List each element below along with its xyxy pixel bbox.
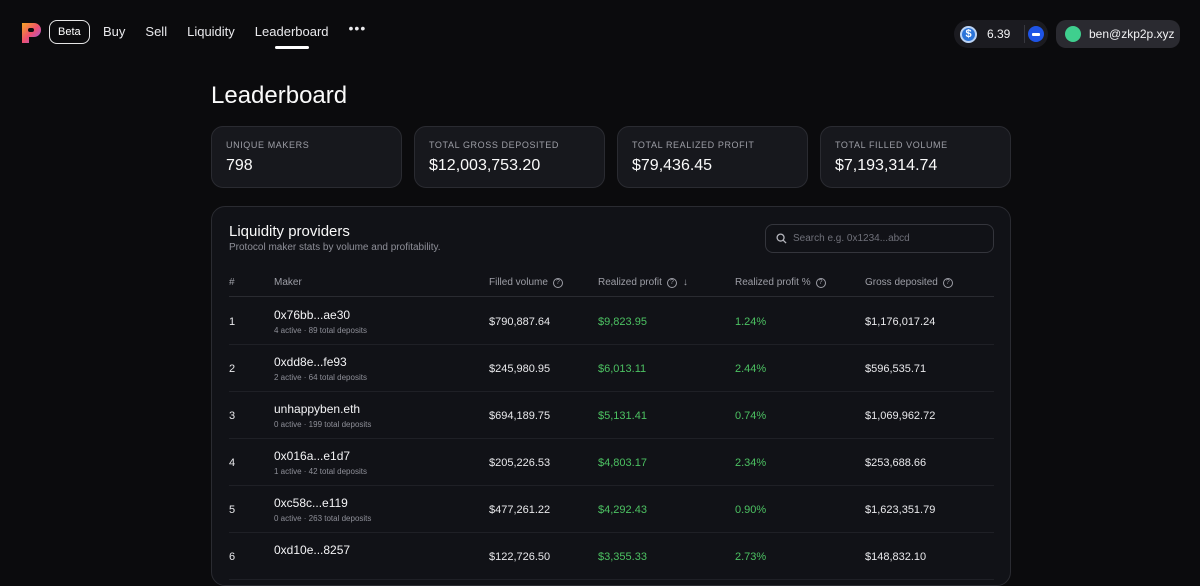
maker-name[interactable]: unhappyben.eth [274, 402, 361, 416]
col-label: Gross deposited [865, 277, 938, 288]
maker-meta: 1 active · 42 total deposits [274, 467, 367, 476]
gross-deposited: $1,069,962.72 [865, 410, 936, 422]
liquidity-providers-panel: Liquidity providers Protocol maker stats… [211, 206, 1011, 586]
col-rank: # [229, 277, 235, 288]
maker-name[interactable]: 0x016a...e1d7 [274, 449, 351, 463]
filled-volume: $122,726.50 [489, 551, 551, 563]
nav-sell[interactable]: Sell [145, 24, 168, 39]
col-realized-profit-pct[interactable]: Realized profit % ? [735, 277, 826, 288]
stat-value: $12,003,753.20 [429, 157, 541, 174]
maker-name[interactable]: 0xc58c...e119 [274, 496, 348, 510]
maker-meta: 4 active · 89 total deposits [274, 326, 367, 335]
stat-value: $79,436.45 [632, 157, 713, 174]
realized-profit-pct: 1.24% [735, 316, 767, 328]
gross-deposited: $596,535.71 [865, 363, 927, 375]
app-logo-icon[interactable] [20, 21, 42, 45]
table-header: # Maker Filled volume ? Realized profit … [229, 273, 994, 297]
rank: 1 [229, 316, 236, 328]
stat-value: 798 [226, 157, 253, 174]
nav-leaderboard[interactable]: Leaderboard [254, 24, 329, 49]
realized-profit: $3,355.33 [598, 551, 647, 563]
info-icon[interactable]: ? [815, 277, 826, 288]
more-menu-icon[interactable]: ••• [348, 20, 367, 36]
usdc-icon: $ [960, 25, 977, 43]
page-title: Leaderboard [211, 82, 348, 109]
beta-badge: Beta [49, 20, 90, 44]
stat-card-gross-deposited: TOTAL GROSS DEPOSITED $12,003,753.20 [414, 126, 605, 188]
filled-volume: $790,887.64 [489, 316, 551, 328]
table-row[interactable]: 5 0xc58c...e119 0 active · 263 total dep… [229, 486, 994, 533]
divider [1024, 25, 1026, 43]
stat-card-unique-makers: UNIQUE MAKERS 798 [211, 126, 402, 188]
info-icon[interactable]: ? [666, 277, 677, 288]
realized-profit-pct: 2.34% [735, 457, 767, 469]
col-maker: Maker [274, 277, 302, 288]
balance-value: 6.39 [987, 27, 1011, 41]
gross-deposited: $1,176,017.24 [865, 316, 936, 328]
account-button[interactable]: ben@zkp2p.xyz [1056, 20, 1180, 48]
stat-card-realized-profit: TOTAL REALIZED PROFIT $79,436.45 [617, 126, 808, 188]
stat-value: $7,193,314.74 [835, 157, 938, 174]
realized-profit: $4,292.43 [598, 504, 647, 516]
table-row[interactable]: 2 0xdd8e...fe93 2 active · 64 total depo… [229, 345, 994, 392]
table-row[interactable]: 4 0x016a...e1d7 1 active · 42 total depo… [229, 439, 994, 486]
filled-volume: $477,261.22 [489, 504, 551, 516]
sort-desc-icon[interactable]: ↓ [682, 277, 688, 288]
maker-name[interactable]: 0xdd8e...fe93 [274, 355, 347, 369]
table-row[interactable]: 3 unhappyben.eth 0 active · 199 total de… [229, 392, 994, 439]
stat-label: UNIQUE MAKERS [226, 140, 310, 150]
top-nav-bar: Beta Buy Sell Liquidity Leaderboard ••• … [0, 0, 1200, 66]
search-box[interactable] [765, 224, 994, 253]
gross-deposited: $1,623,351.79 [865, 504, 936, 516]
base-network-icon[interactable] [1028, 26, 1044, 42]
stats-row: UNIQUE MAKERS 798 TOTAL GROSS DEPOSITED … [211, 126, 1011, 188]
maker-meta: 2 active · 64 total deposits [274, 373, 367, 382]
nav-buy[interactable]: Buy [103, 24, 126, 39]
realized-profit: $6,013.11 [598, 363, 647, 375]
realized-profit: $5,131.41 [598, 410, 647, 422]
realized-profit-pct: 0.90% [735, 504, 767, 516]
rank: 2 [229, 363, 236, 375]
stat-label: TOTAL GROSS DEPOSITED [429, 140, 559, 150]
stat-label: TOTAL FILLED VOLUME [835, 140, 948, 150]
realized-profit-pct: 0.74% [735, 410, 767, 422]
search-input[interactable] [793, 233, 983, 244]
filled-volume: $245,980.95 [489, 363, 551, 375]
table-row[interactable]: 6 0xd10e...8257 $122,726.50 $3,355.33 2.… [229, 533, 994, 580]
col-label: Realized profit [598, 277, 662, 288]
realized-profit: $4,803.17 [598, 457, 647, 469]
maker-meta: 0 active · 263 total deposits [274, 514, 372, 523]
panel-subtitle: Protocol maker stats by volume and profi… [229, 242, 441, 253]
avatar [1065, 26, 1081, 42]
col-gross-deposited[interactable]: Gross deposited ? [865, 277, 953, 288]
rank: 4 [229, 457, 236, 469]
col-label: Filled volume [489, 277, 548, 288]
maker-meta: 0 active · 199 total deposits [274, 420, 372, 429]
filled-volume: $205,226.53 [489, 457, 551, 469]
stat-label: TOTAL REALIZED PROFIT [632, 140, 755, 150]
table-row[interactable]: 1 0x76bb...ae30 4 active · 89 total depo… [229, 298, 994, 345]
main-nav: Buy Sell Liquidity Leaderboard ••• [103, 20, 366, 49]
rank: 5 [229, 504, 236, 516]
filled-volume: $694,189.75 [489, 410, 551, 422]
realized-profit-pct: 2.73% [735, 551, 767, 563]
account-name: ben@zkp2p.xyz [1089, 27, 1175, 41]
info-icon[interactable]: ? [552, 277, 563, 288]
col-label: Realized profit % [735, 277, 811, 288]
maker-name[interactable]: 0x76bb...ae30 [274, 308, 351, 322]
stat-card-filled-volume: TOTAL FILLED VOLUME $7,193,314.74 [820, 126, 1011, 188]
nav-liquidity[interactable]: Liquidity [187, 24, 235, 39]
search-icon [776, 233, 787, 244]
col-realized-profit[interactable]: Realized profit ? ↓ [598, 277, 688, 288]
rank: 6 [229, 551, 236, 563]
gross-deposited: $148,832.10 [865, 551, 927, 563]
panel-title: Liquidity providers [229, 223, 350, 240]
realized-profit-pct: 2.44% [735, 363, 767, 375]
realized-profit: $9,823.95 [598, 316, 647, 328]
gross-deposited: $253,688.66 [865, 457, 927, 469]
info-icon[interactable]: ? [942, 277, 953, 288]
rank: 3 [229, 410, 236, 422]
maker-name[interactable]: 0xd10e...8257 [274, 543, 351, 557]
col-filled-volume[interactable]: Filled volume ? [489, 277, 563, 288]
